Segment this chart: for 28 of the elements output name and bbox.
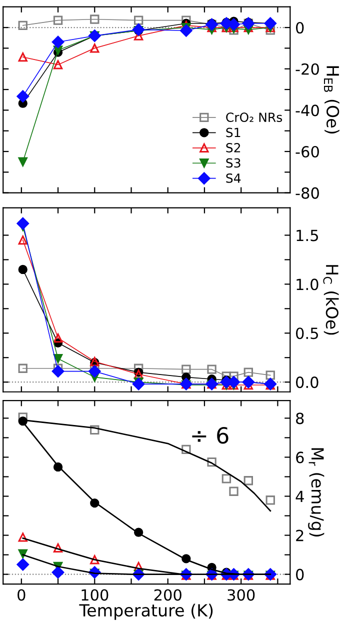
y-tick-label: 1.0 xyxy=(296,278,318,290)
y-tick-label: -80 xyxy=(296,187,319,199)
y-tick-label: 8 xyxy=(296,412,304,424)
y-axis-title: M$_{r}$ (emu/g) xyxy=(308,448,324,536)
legend-label: S1 xyxy=(226,128,240,138)
y-tick-label: 0.0 xyxy=(296,376,318,388)
y-axis-title: H$_{EB}$ (Oe) xyxy=(324,66,340,134)
y-tick-label: 6 xyxy=(296,452,304,464)
legend-label: S3 xyxy=(226,158,240,168)
y-tick-label: 0 xyxy=(296,22,304,34)
x-tick-label: 300 xyxy=(228,589,255,601)
legend-label: CrO₂ NRs xyxy=(226,112,282,122)
y-tick-label: -60 xyxy=(296,146,319,158)
legend-label: S4 xyxy=(226,173,241,183)
y-tick-label: -40 xyxy=(296,104,319,116)
legend-label: S2 xyxy=(226,142,240,152)
y-tick-label: 0 xyxy=(296,568,304,580)
y-axis-title: H$_{C}$ (kOe) xyxy=(323,265,339,335)
x-tick-label: 0 xyxy=(18,589,26,601)
y-tick-label: 4 xyxy=(296,490,304,502)
x-axis-title: Temperature (K) xyxy=(79,604,213,620)
x-tick-label: 100 xyxy=(82,589,108,601)
annotation: ÷ 6 xyxy=(192,426,228,444)
y-tick-label: -20 xyxy=(296,63,319,75)
y-tick-label: 2 xyxy=(296,530,304,542)
x-tick-label: 200 xyxy=(154,589,182,601)
y-tick-label: 0.5 xyxy=(296,328,318,340)
y-tick-label: 1.5 xyxy=(296,230,318,242)
